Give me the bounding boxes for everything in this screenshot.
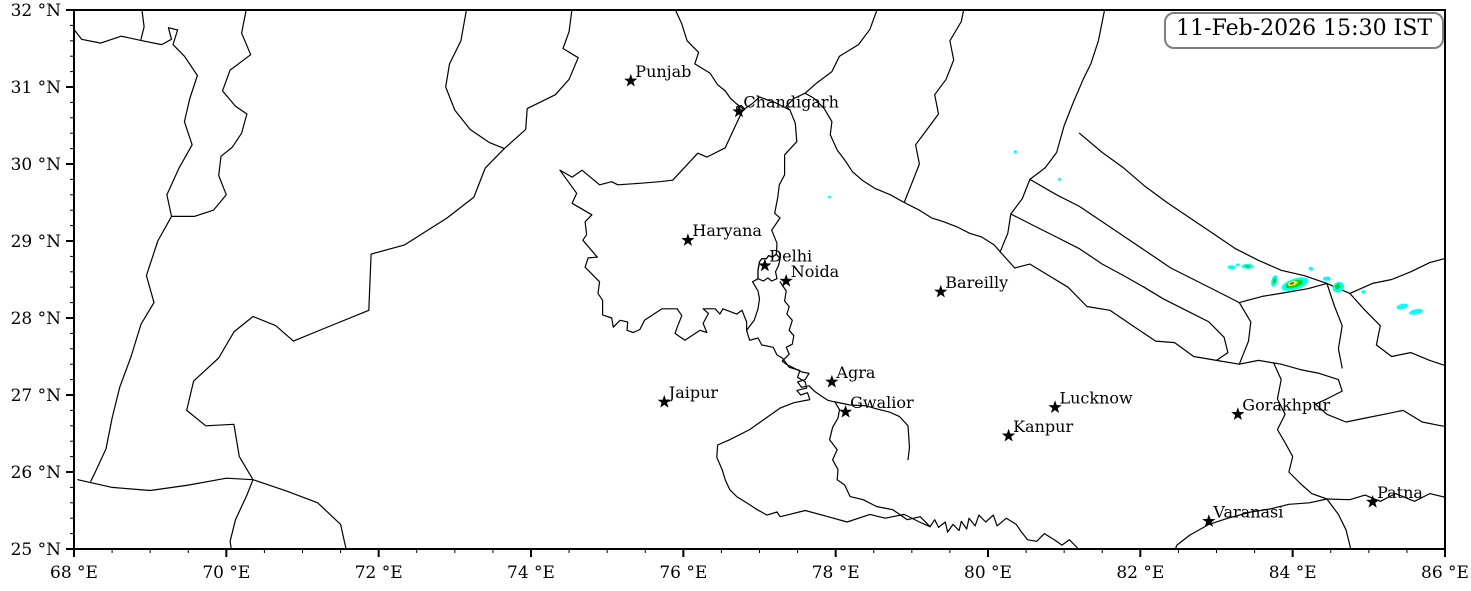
rajasthan-up-line (745, 329, 811, 409)
x-tick-label: 70 °E (202, 563, 250, 583)
city-label-kanpur: Kanpur (1013, 417, 1073, 436)
x-tick-label: 68 °E (50, 563, 98, 583)
city-star-haryana (681, 233, 695, 246)
map-content-layer (74, 10, 1445, 549)
y-tick-label: 27 °N (11, 386, 62, 406)
city-label-haryana: Haryana (692, 221, 762, 240)
nepal-district-line-5 (1349, 292, 1445, 367)
city-label-jaipur: Jaipur (667, 383, 719, 402)
axis-ticks (66, 9, 1446, 557)
precipitation-cell-light (1409, 308, 1423, 315)
up-bihar-border (1174, 362, 1328, 549)
pak-top-line (140, 10, 145, 40)
nepal-district-line-6 (1326, 282, 1343, 369)
nepal-district-line-4 (1238, 282, 1328, 304)
city-star-noida (779, 274, 793, 287)
city-label-punjab: Punjab (635, 62, 691, 81)
precipitation-cell-light (1058, 178, 1062, 181)
himachal-uttarakhand-line (785, 10, 878, 111)
gwalior-border-line-a (828, 401, 931, 528)
y-tick-label: 32 °N (11, 1, 62, 21)
sindh-line (77, 477, 254, 492)
city-label-agra: Agra (835, 363, 875, 382)
city-star-varanasi (1202, 514, 1216, 527)
timestamp-label: 11-Feb-2026 15:30 IST (1176, 16, 1432, 41)
y-tick-label: 25 °N (11, 540, 62, 560)
y-tick-label: 30 °N (11, 155, 62, 175)
x-tick-label: 82 °E (1116, 563, 1164, 583)
x-tick-label: 78 °E (812, 563, 860, 583)
x-tick-label: 72 °E (355, 563, 403, 583)
city-label-gorakhpur: Gorakhpur (1242, 395, 1330, 414)
bihar-ganges-line (1326, 493, 1445, 502)
city-star-lucknow (1048, 400, 1062, 413)
pak-punjab-line (445, 10, 505, 150)
y-tick-label: 29 °N (11, 232, 62, 252)
y-tick-label: 28 °N (11, 309, 62, 329)
city-star-chandigarh (732, 104, 746, 118)
yamuna-border-line (779, 281, 836, 403)
x-tick-label: 74 °E (507, 563, 555, 583)
punjab-himachal-line (674, 10, 744, 110)
city-star-delhi (758, 258, 772, 272)
city-label-noida: Noida (791, 262, 840, 281)
city-label-lucknow: Lucknow (1060, 388, 1134, 407)
y-tick-label: 26 °N (11, 463, 62, 483)
precipitation-cell-moderate (1272, 278, 1277, 284)
precipitation-cell-light (1013, 150, 1018, 154)
nepal-district-line-2 (1029, 178, 1252, 365)
city-label-bareilly: Bareilly (945, 273, 1008, 292)
city-label-delhi: Delhi (769, 247, 812, 266)
rajasthan-gujarat-line (252, 479, 347, 549)
city-star-patna (1366, 495, 1380, 508)
nepal-india-border (999, 251, 1445, 427)
city-star-punjab (624, 73, 638, 87)
nepal-district-line-3 (1010, 213, 1229, 361)
city-label-varanasi: Varanasi (1212, 502, 1283, 521)
city-star-agra (825, 374, 839, 388)
precipitation-cell-moderate (1334, 283, 1341, 289)
india-pakistan-border (186, 10, 579, 549)
x-tick-label: 80 °E (964, 563, 1012, 583)
balochistan-line (90, 74, 198, 482)
timestamp-box: 11-Feb-2026 15:30 IST (1164, 12, 1444, 49)
gwalior-border-line-b (834, 401, 911, 461)
nepal-district-line-1 (1078, 132, 1445, 294)
precipitation-cell-intense (1289, 282, 1294, 285)
city-label-chandigarh: Chandigarh (743, 93, 838, 112)
uttarakhand-up-line (804, 92, 1001, 253)
axis-tick-labels: 68 °E 70 °E 72 °E 74 °E 76 °E 78 °E 80 °E 82 °E… (11, 1, 1469, 583)
precipitation-cell-moderate (1245, 265, 1251, 268)
x-tick-label: 76 °E (659, 563, 707, 583)
up-mp-border (716, 407, 1079, 549)
precipitation-cell-light (828, 195, 832, 199)
city-star-kanpur (1001, 428, 1016, 442)
precipitation-cell-light (1308, 266, 1314, 271)
afghan-border-line (74, 27, 198, 77)
precipitation-cell-light (1235, 263, 1240, 267)
precipitation-cell-light (1396, 303, 1409, 310)
precipitation-cell-light (1322, 276, 1331, 281)
city-label-patna: Patna (1377, 483, 1423, 502)
precipitation-cell-light (1361, 290, 1366, 294)
city-star-bareilly (934, 284, 948, 298)
city-star-gwalior (838, 404, 853, 418)
city-label-gwalior: Gwalior (850, 393, 914, 412)
x-tick-label: 84 °E (1269, 563, 1317, 583)
uttarakhand-inner-line (903, 10, 965, 204)
kpk-line (170, 10, 252, 217)
city-star-gorakhpur (1231, 407, 1245, 420)
x-tick-label: 86 °E (1421, 563, 1469, 583)
haryana-outline (559, 96, 798, 341)
city-star-jaipur (657, 394, 671, 408)
precipitation-cell-light (1227, 265, 1236, 270)
y-tick-label: 31 °N (11, 78, 62, 98)
delhi-outline (757, 253, 781, 282)
